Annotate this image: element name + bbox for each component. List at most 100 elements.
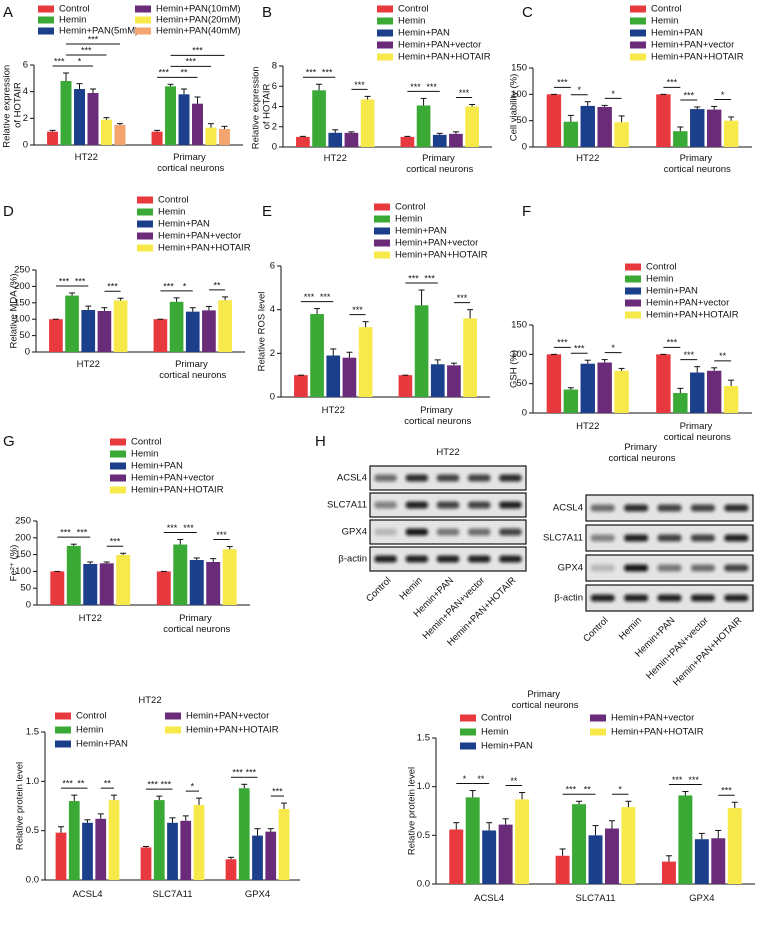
bar [252,835,263,880]
significance-label: *** [667,78,678,88]
significance-label: ** [510,776,518,786]
error-bar [85,305,92,311]
y-tick-label: 100 [511,349,527,360]
x-tick-label-line: cortical neurons [664,431,731,442]
legend-swatch [110,486,126,494]
y-tick-label: 250 [14,265,30,276]
blot-band [624,594,649,602]
significance-label: *** [185,57,196,67]
bar [113,300,128,352]
bar [114,125,126,145]
error-bar [731,801,738,809]
bar [192,103,203,145]
x-tick-label-line: SLC7A11 [153,889,193,900]
x-tick-label: Primary cortical neurons [404,405,471,427]
bar [656,354,671,413]
error-bar [332,129,339,133]
bar [185,311,200,352]
error-bar [63,72,70,81]
bar [265,831,277,880]
error-bar [207,123,214,128]
blot-band [690,564,715,572]
legend-label: Hemin+PAN+vector [186,711,269,722]
significance-label: * [721,90,725,100]
legend-label: Hemin+PAN [76,739,128,750]
error-bar [601,104,608,107]
significance-label: *** [322,68,333,78]
legend-swatch [630,17,646,25]
error-bar [346,351,353,358]
significance-label: *** [684,90,695,100]
y-tick-label: 0.5 [417,830,430,841]
blot-title-line: Primary [624,442,659,453]
bar [342,357,357,397]
y-axis-label-line: Relative expression [1,62,12,148]
error-bar [167,83,174,87]
error-bar [173,297,180,302]
error-bar [169,817,176,823]
legend-swatch [377,41,393,49]
error-bar [592,825,599,836]
significance-label: *** [721,786,732,796]
legend-swatch [137,220,153,228]
legend-swatch [165,712,181,720]
error-bar [103,561,110,564]
significance-label: *** [110,537,121,547]
significance-label: *** [107,282,118,292]
bar [555,855,570,884]
legend-swatch [165,726,181,734]
bar [66,545,81,605]
x-tick-label: Primary cortical neurons [159,359,226,381]
significance-label: *** [272,786,283,796]
error-bar [698,832,705,840]
error-bar [625,800,632,808]
bar [706,109,722,147]
error-bar [618,115,625,123]
x-tick-label-line: HT22 [322,405,345,416]
bar [563,389,579,413]
y-tick-label: 50 [20,583,31,594]
significance-label: *** [147,780,158,790]
y-tick-label: 0 [26,600,31,611]
bar [360,99,375,147]
legend-swatch [460,714,476,722]
x-tick-label: HT22 [77,359,100,370]
significance-label: *** [410,82,421,92]
bar [723,386,739,413]
bar [180,820,192,880]
blot-title: HT22 [436,447,459,458]
legend-swatch [460,742,476,750]
error-bar [281,802,287,809]
panel-letter: D [3,203,14,220]
lane-label: Hemin [617,615,644,642]
error-bar [210,558,217,562]
y-tick-label: 6 [23,60,28,71]
y-axis-label: GSH (%) [509,350,520,388]
bar [153,800,165,880]
legend-swatch [38,27,54,35]
legend-swatch [630,5,646,13]
error-bar [486,822,493,831]
x-tick-label: HT22 [576,421,599,432]
bar [398,375,413,397]
error-bar [156,795,163,801]
y-tick-label: 1.0 [26,776,39,787]
significance-label: * [611,89,615,99]
error-bar [450,362,457,366]
legend-label: Hemin [646,274,673,285]
x-tick-label: GPX4 [689,893,714,904]
significance-label: *** [459,88,470,98]
legend-swatch [374,251,390,259]
significance-label: ** [719,351,727,361]
error-bar [362,321,369,328]
y-tick-label: 50 [516,378,527,389]
y-tick-label: 4 [270,304,275,315]
bar [156,571,171,605]
legend-swatch [110,438,126,446]
x-tick-label-line: ACSL4 [72,889,102,900]
significance-label: ** [477,774,485,784]
significance-label: *** [77,528,88,538]
significance-label: *** [354,80,365,90]
bar [238,788,250,880]
